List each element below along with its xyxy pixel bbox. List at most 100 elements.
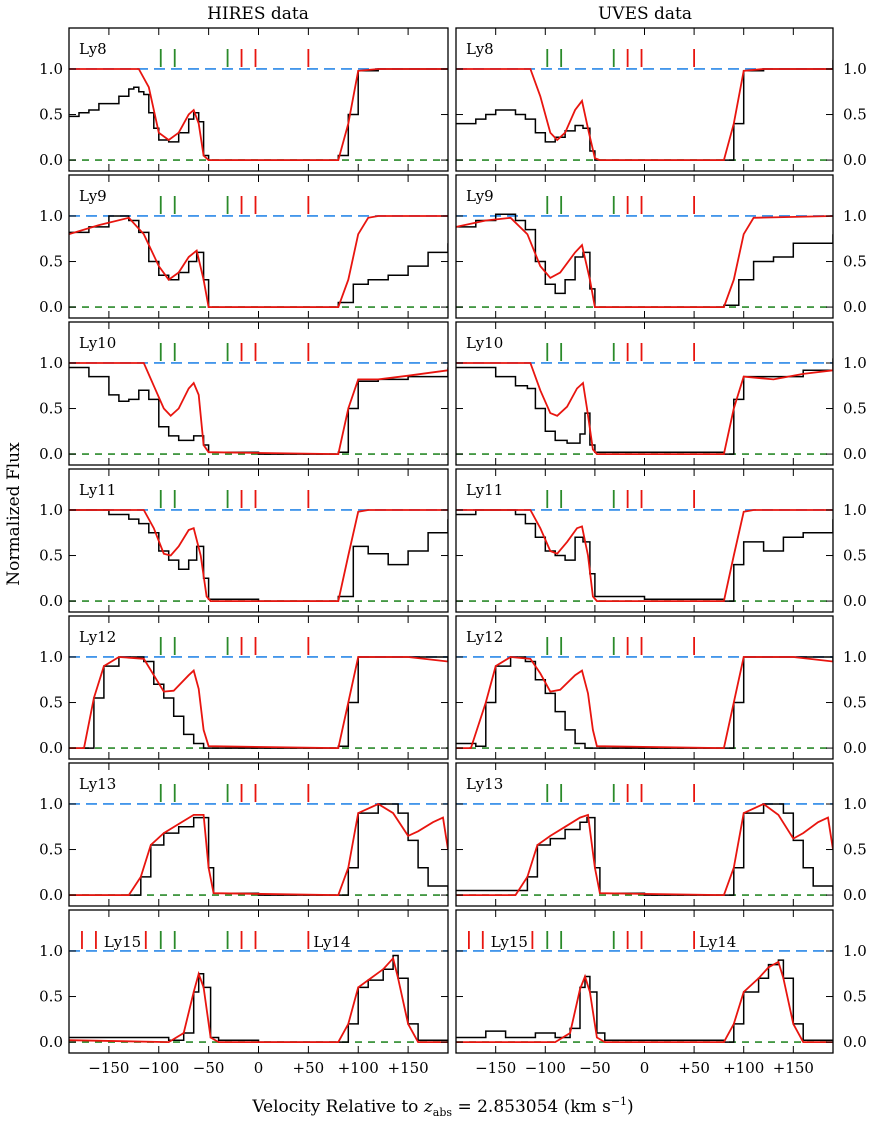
transition-label: Ly12	[79, 628, 116, 646]
transition-label: Ly9	[466, 187, 494, 205]
x-axis-label-sup: −1	[611, 1095, 627, 1108]
model-fit	[456, 656, 833, 750]
x-axis-label-pre: Velocity Relative to	[251, 1097, 424, 1117]
y-tick-label: 0.5	[843, 841, 867, 859]
y-tick-label: 1.0	[843, 354, 867, 372]
y-tick-label: 0.5	[39, 106, 63, 124]
y-tick-label: 1.0	[39, 795, 63, 813]
model-fit	[69, 802, 448, 897]
x-tick-label: +100	[338, 1059, 379, 1077]
transition-label: Ly11	[466, 481, 503, 499]
model-fit	[456, 509, 833, 602]
panel-frame	[455, 468, 834, 613]
y-tick-label: 1.0	[843, 501, 867, 519]
x-tick-label: −50	[579, 1059, 611, 1077]
panel-hires-5: 0.0 0.5 1.0 Ly12	[39, 615, 449, 760]
panel-uves-5: 0.0 0.5 1.0 Ly12	[455, 615, 867, 760]
transition-label: Ly12	[466, 628, 503, 646]
y-tick-label: 1.0	[39, 648, 63, 666]
data-spectrum	[456, 509, 833, 602]
x-axis-label-end: )	[627, 1097, 634, 1117]
panel-frame	[455, 174, 834, 319]
y-tick-label: 0.5	[39, 988, 63, 1006]
y-tick-label: 0.5	[39, 694, 63, 712]
y-tick-label: 0.5	[843, 694, 867, 712]
panel-uves-1: 0.0 0.5 1.0 Ly8	[455, 27, 867, 172]
panel-frame	[455, 909, 834, 1054]
x-axis-label-sub: abs	[433, 1106, 453, 1119]
transition-label-secondary: Ly15	[491, 933, 528, 951]
y-tick-label: 1.0	[843, 60, 867, 78]
transition-label: Ly14	[313, 933, 350, 951]
data-spectrum	[69, 366, 448, 455]
panel-hires-4: 0.0 0.5 1.0 Ly11	[39, 468, 449, 613]
data-spectrum	[69, 803, 448, 896]
data-spectrum	[69, 215, 448, 308]
data-spectrum	[456, 358, 833, 455]
x-tick-label: −100	[525, 1059, 566, 1077]
model-fit	[69, 956, 448, 1044]
x-tick-label: −150	[88, 1059, 129, 1077]
panel-frame	[455, 27, 834, 172]
y-tick-label: 1.0	[843, 207, 867, 225]
model-fit	[456, 960, 833, 1043]
y-tick-label: 1.0	[843, 942, 867, 960]
panel-hires-7: 0.0 0.5 1.0 −150 −100 −50 0 +50 +100 +150 Ly14 Ly15	[39, 909, 449, 1077]
panel-uves-3: 0.0 0.5 1.0 Ly10	[455, 321, 867, 466]
y-tick-label: 1.0	[39, 207, 63, 225]
panel-uves-4: 0.0 0.5 1.0 Ly11	[455, 468, 867, 613]
y-tick-label: 0.5	[39, 841, 63, 859]
x-tick-label: −50	[193, 1059, 225, 1077]
y-tick-label: 1.0	[39, 501, 63, 519]
model-fit	[69, 656, 448, 750]
panel-frame	[68, 174, 449, 319]
transition-label: Ly13	[79, 775, 116, 793]
y-tick-label: 1.0	[843, 648, 867, 666]
y-tick-label: 0.0	[39, 298, 63, 316]
panel-uves-7: 0.0 0.5 1.0 −150 −100 −50 0 +50 +100 +150 Ly14 Ly15	[455, 909, 867, 1077]
panel-frame	[68, 468, 449, 613]
y-tick-label: 0.5	[843, 400, 867, 418]
y-tick-label: 0.5	[39, 547, 63, 565]
panel-uves-6: 0.0 0.5 1.0 Ly13	[455, 762, 867, 907]
model-fit	[69, 362, 448, 456]
data-spectrum	[456, 803, 833, 896]
panel-hires-3: 0.0 0.5 1.0 Ly10	[39, 321, 449, 466]
y-tick-label: 0.0	[39, 445, 63, 463]
y-tick-label: 1.0	[843, 795, 867, 813]
y-tick-label: 0.0	[843, 592, 867, 610]
data-spectrum	[456, 59, 833, 161]
y-tick-label: 0.5	[39, 253, 63, 271]
x-tick-label: +150	[773, 1059, 814, 1077]
model-fit	[69, 215, 448, 308]
model-fit	[69, 68, 448, 161]
x-tick-label: +150	[388, 1059, 429, 1077]
data-spectrum	[69, 954, 448, 1043]
transition-label-secondary: Ly15	[104, 933, 141, 951]
data-spectrum	[69, 509, 448, 602]
x-tick-label: −150	[475, 1059, 516, 1077]
x-tick-label: 0	[254, 1059, 264, 1077]
panel-hires-6: 0.0 0.5 1.0 Ly13	[39, 762, 449, 907]
y-tick-label: 0.5	[843, 253, 867, 271]
y-tick-label: 1.0	[39, 942, 63, 960]
panel-frame	[68, 27, 449, 172]
y-tick-label: 1.0	[39, 60, 63, 78]
transition-label: Ly10	[466, 334, 503, 352]
y-tick-label: 0.0	[843, 739, 867, 757]
y-axis-label: Normalized Flux	[4, 442, 24, 586]
y-tick-label: 1.0	[39, 354, 63, 372]
y-tick-label: 0.0	[39, 1033, 63, 1051]
panel-hires-2: 0.0 0.5 1.0 Ly9	[39, 174, 449, 319]
transition-label: Ly9	[79, 187, 107, 205]
y-tick-label: 0.5	[39, 400, 63, 418]
model-fit	[456, 215, 833, 308]
y-tick-label: 0.5	[843, 988, 867, 1006]
model-fit	[456, 68, 833, 161]
x-axis-label-post: = 2.853054 (km s	[452, 1097, 611, 1117]
data-spectrum	[69, 656, 448, 749]
x-tick-label: +50	[678, 1059, 710, 1077]
model-fit	[456, 802, 833, 897]
